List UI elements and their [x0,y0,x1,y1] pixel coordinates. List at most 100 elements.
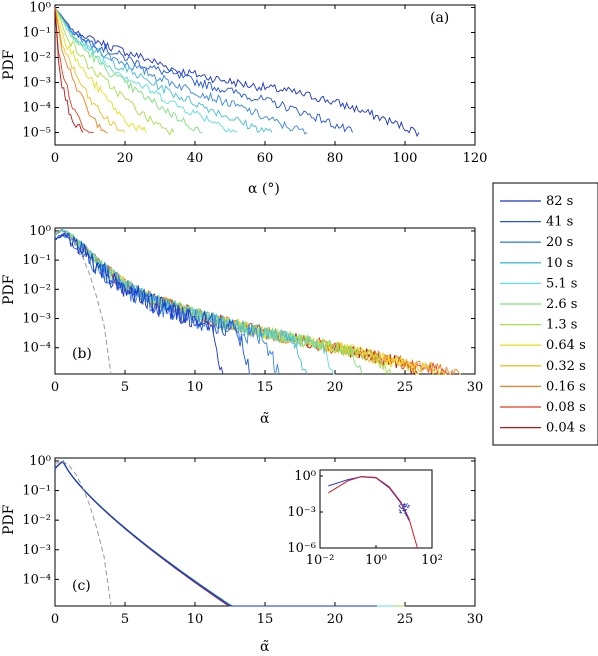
inset-series [328,475,418,549]
panel-a-xtick-label: 100 [393,151,418,166]
panel-b-series-line [54,228,308,375]
panel-b-series-line [54,232,280,375]
panel-a-xtick-label: 0 [51,151,59,166]
panel-c-ytick-label: 10⁻³ [22,543,51,558]
inset-xtick-label: 10⁰ [365,553,387,568]
panel-b-series-line [54,229,335,375]
panel-b-series [54,228,461,376]
inset-ytick-label: 10⁻⁶ [287,541,316,556]
panel-c-xtick-label: 25 [397,612,414,627]
panel-a-series-line [54,7,420,138]
panel-a-series-line [54,7,238,133]
panel-b-xtick-label: 25 [397,380,414,395]
legend-label: 2.6 s [546,297,577,312]
inset-noise-mark [400,507,404,510]
panel-c-series [54,460,405,607]
panel-a-series-line [54,7,94,133]
panel-c-xtick-label: 20 [327,612,344,627]
panel-a-xtick-label: 40 [187,151,204,166]
panel-a-xtick-label: 80 [327,151,344,166]
panel-a-ytick-label: 10⁻² [22,51,51,66]
panel-b-xtick-label: 15 [257,380,274,395]
inset-xtick-label: 10² [421,553,443,568]
panel-c-fit-line [54,460,363,607]
inset-noise-mark [405,514,408,517]
panel-a-xtick-label: 20 [117,151,134,166]
panel-c-xlabel: α̃ [260,639,270,655]
panel-a-series-line [54,7,84,133]
panel-a-ytick-label: 10⁰ [29,1,51,16]
panel-c-xtick-label: 5 [121,612,129,627]
inset-frame [319,469,433,549]
panel-a-ytick-label: 10⁻¹ [22,26,51,41]
panel-b-frame [54,227,476,375]
panel-b-series-line [54,228,461,376]
inset-noise-mark [407,504,410,507]
legend-label: 1.3 s [546,318,577,333]
panel-b-xtick-label: 10 [187,380,204,395]
panel-b-series-line [54,229,447,375]
panel-c-ytick-label: 10⁻⁴ [22,572,51,587]
legend-label: 20 s [546,235,573,250]
legend-label: 41 s [546,215,573,230]
panel-a-series-line [54,7,175,136]
legend-label: 5.1 s [546,276,577,291]
panel-a-ytick-label: 10⁻⁵ [22,126,51,141]
panel-a-series-line [54,7,108,133]
panel-c-xtick-label: 30 [467,612,484,627]
legend-label: 0.08 s [546,400,586,415]
panel-b-series-line [54,228,392,375]
panel-b-ticks: 0 5 10 15 20 25 30 10⁰ 10⁻¹ 10⁻² 10⁻³ 10⁻⁴ [22,224,483,395]
panel-a-series-line [54,7,126,133]
panel-a-ticks: 0 20 40 60 80 100 120 10⁰ 10⁻¹ 10⁻² 10⁻³ 10⁻⁴ 10⁻⁵ [22,1,487,167]
panel-c-fit-line [54,460,377,607]
panel-c-ytick-label: 10⁰ [29,454,51,469]
panel-a-ylabel: PDF [1,49,17,80]
panel-b-ytick-label: 10⁻¹ [22,253,51,268]
panel-b-xtick-label: 30 [467,380,484,395]
panel-a-ytick-label: 10⁻⁴ [22,101,51,116]
inset-noise-mark [398,506,402,509]
inset-noise-mark [402,507,405,510]
legend-label: 10 s [546,256,573,271]
panel-b-label: (b) [72,346,92,362]
panel-b-series-line [54,228,448,375]
panel-b-xtick-label: 0 [51,380,59,395]
inset-noise-mark [398,509,401,512]
panel-b-xtick-label: 20 [327,380,344,395]
panel-b-ytick-label: 10⁰ [29,224,51,239]
inset-noise-mark [407,506,410,509]
panel-a-series-line [54,7,308,135]
panel-c-xtick-label: 15 [257,612,274,627]
panel-b-series-line [54,228,364,375]
legend-label: 0.16 s [546,379,586,394]
panel-b-ylabel: PDF [1,274,17,305]
panel-c-ticks: 0 5 10 15 20 25 30 10⁰ 10⁻¹ 10⁻² 10⁻³ 10⁻⁴ [22,454,483,627]
inset-noise-mark [403,511,407,515]
panel-b-series-line [54,230,224,375]
panel-a-series-line [54,7,273,134]
panel-c-xtick-label: 10 [187,612,204,627]
panel-a-series-line [54,7,203,133]
inset-noise-mark [403,508,406,512]
panel-c-reference-curve [54,460,112,607]
legend-frame [492,182,598,446]
panel-b-reference-curve [54,230,112,375]
panel-a-xtick-label: 60 [257,151,274,166]
inset-noise-mark [403,503,406,506]
legend-label: 0.32 s [546,359,586,374]
legend-label: 0.64 s [546,338,586,353]
panel-c-inset: 10⁻² 10⁰ 10² 10⁰ 10⁻³ 10⁻⁶ [287,469,443,568]
inset-noise-mark [399,511,402,514]
panel-b-xtick-label: 5 [121,380,129,395]
inset-ytick-label: 10⁻³ [287,505,316,520]
inset-xtick-label: 10⁻² [306,553,335,568]
panel-a-xtick-label: 120 [463,151,488,166]
panel-c-ylabel: PDF [1,504,17,535]
panel-c-fit-line [54,461,335,607]
panel-a-series-line [54,7,147,133]
panel-b-xlabel: α̃ [260,411,270,427]
